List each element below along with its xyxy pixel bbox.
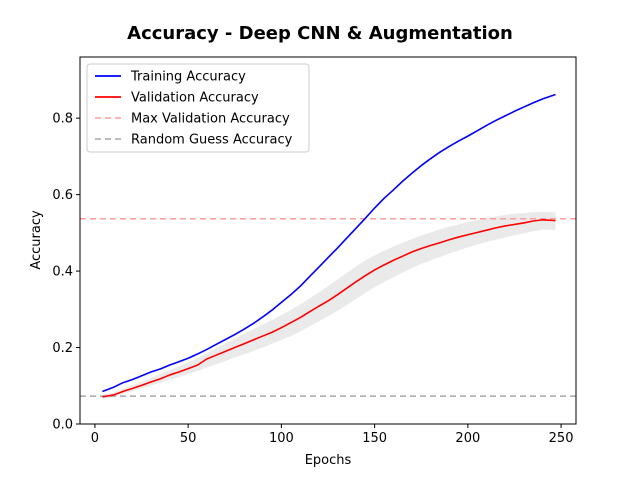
legend-items: Training Accuracy Validation Accuracy Max …: [95, 70, 293, 148]
plot-area-frame: [79, 56, 577, 425]
validation-accuracy-band: [102, 211, 556, 399]
x-tick-label: 0: [91, 431, 99, 446]
x-tick-label: 50: [180, 431, 197, 446]
legend-label: Training Accuracy: [130, 70, 246, 85]
legend: Training Accuracy Validation Accuracy Max …: [86, 63, 310, 153]
y-tick-label: 0.2: [52, 341, 73, 356]
validation-band-layer: [102, 211, 556, 399]
x-tick-label: 200: [455, 431, 480, 446]
y-tick-label: 0.0: [52, 418, 73, 433]
y-tick-label: 0.6: [52, 188, 73, 203]
x-tick-label: 250: [549, 431, 574, 446]
y-tick-label: 0.4: [52, 265, 73, 280]
series-line-1: [102, 219, 556, 398]
y-axis-ticks: 0.0 0.2 0.4 0.6 0.8: [52, 112, 80, 433]
series-layer: [102, 93, 556, 398]
reference-lines-layer: [80, 217, 576, 397]
y-axis-label: Accuracy: [29, 210, 44, 270]
x-axis-label: Epochs: [305, 453, 352, 468]
chart-title: Accuracy - Deep CNN & Augmentation: [127, 23, 513, 44]
y-tick-label: 0.8: [52, 112, 73, 127]
legend-box: [86, 63, 310, 153]
legend-label: Max Validation Accuracy: [131, 112, 290, 127]
series-line-0: [102, 93, 556, 393]
legend-label: Validation Accuracy: [131, 91, 259, 106]
x-tick-label: 100: [269, 431, 294, 446]
x-axis-ticks: 0 50 100 150 200 250: [91, 424, 574, 446]
x-tick-label: 150: [362, 431, 387, 446]
legend-label: Random Guess Accuracy: [131, 133, 293, 148]
